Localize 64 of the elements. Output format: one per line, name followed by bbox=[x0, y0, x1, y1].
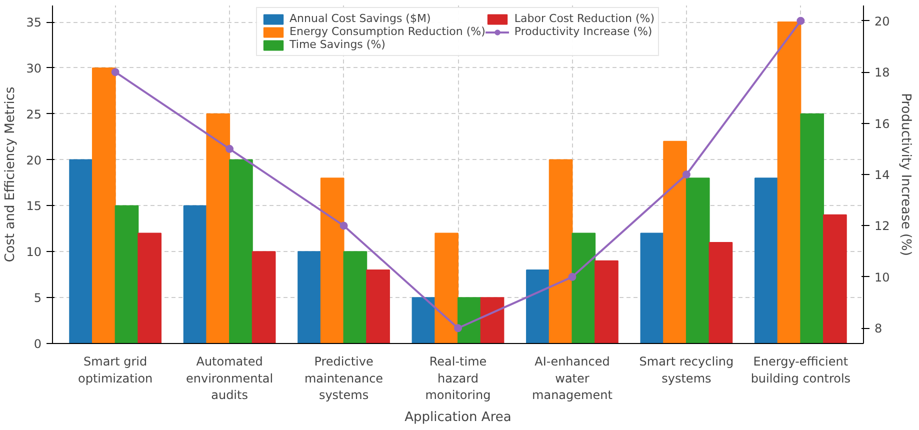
bar bbox=[366, 270, 390, 344]
bar bbox=[114, 205, 139, 344]
y2-tick-label: 8 bbox=[874, 322, 882, 336]
point bbox=[568, 272, 576, 281]
bar bbox=[572, 232, 596, 344]
bar bbox=[412, 297, 436, 344]
bar bbox=[343, 251, 368, 344]
bar bbox=[548, 159, 573, 344]
point bbox=[111, 68, 120, 76]
bar bbox=[686, 178, 710, 344]
x-tick-label: Real-time hazard monitoring bbox=[425, 354, 491, 402]
bar bbox=[434, 232, 458, 344]
legend-label: Annual Cost Savings ($M) bbox=[290, 12, 431, 25]
point bbox=[682, 170, 690, 178]
y-axis-title: Cost and Efficiency Metrics bbox=[3, 86, 18, 262]
point bbox=[796, 16, 805, 25]
y-tick-label: 20 bbox=[26, 153, 42, 168]
bar bbox=[594, 260, 618, 344]
x-tick-label: Energy-efficient building controls bbox=[750, 354, 851, 386]
y2-tick-label: 14 bbox=[874, 168, 890, 182]
x-axis-title: Application Area bbox=[404, 410, 512, 426]
y-tick-label: 0 bbox=[34, 337, 42, 351]
x-tick-label: Smart recycling systems bbox=[639, 354, 734, 386]
bar bbox=[777, 22, 802, 344]
y2-tick-label: 10 bbox=[874, 270, 890, 284]
y2-tick-label: 18 bbox=[874, 66, 890, 80]
bar bbox=[754, 178, 778, 344]
y-tick-label: 10 bbox=[26, 245, 42, 260]
bar bbox=[92, 67, 116, 344]
legend-label: Energy Consumption Reduction (%) bbox=[290, 25, 486, 38]
bar bbox=[229, 159, 253, 344]
bar bbox=[298, 251, 322, 344]
y2-axis-title: Productivity Increase (%) bbox=[898, 93, 913, 256]
x-tick-label: Predictive maintenance systems bbox=[304, 354, 384, 402]
bar bbox=[526, 270, 550, 344]
bar bbox=[708, 242, 733, 344]
legend-label: Productivity Increase (%) bbox=[514, 25, 652, 38]
bar bbox=[663, 140, 687, 344]
y2-tick-label: 16 bbox=[874, 116, 890, 131]
point bbox=[454, 324, 462, 332]
legend-label: Time Savings (%) bbox=[290, 38, 386, 51]
point bbox=[226, 144, 234, 153]
bar bbox=[252, 251, 276, 344]
bar bbox=[640, 232, 664, 344]
bar bbox=[138, 232, 162, 344]
bar bbox=[823, 214, 847, 344]
x-tick-label: AI-enhanced water management bbox=[532, 354, 613, 402]
y2-tick-label: 20 bbox=[874, 14, 890, 28]
bar bbox=[69, 159, 93, 344]
y2-tick-label: 12 bbox=[874, 219, 890, 234]
point bbox=[340, 222, 348, 230]
x-tick-label: Automated environmental audits bbox=[186, 354, 274, 402]
y-tick-label: 30 bbox=[26, 61, 42, 76]
bar bbox=[800, 113, 824, 344]
y-tick-label: 35 bbox=[26, 16, 42, 30]
y-tick-label: 5 bbox=[34, 291, 42, 306]
legend-label: Labor Cost Reduction (%) bbox=[514, 12, 654, 25]
x-tick-label: Smart grid optimization bbox=[78, 354, 153, 386]
bar bbox=[206, 113, 230, 344]
bar bbox=[320, 178, 344, 344]
bar bbox=[183, 205, 208, 344]
bar bbox=[480, 297, 504, 344]
y-tick-label: 15 bbox=[26, 199, 42, 214]
y-tick-label: 25 bbox=[26, 107, 42, 122]
